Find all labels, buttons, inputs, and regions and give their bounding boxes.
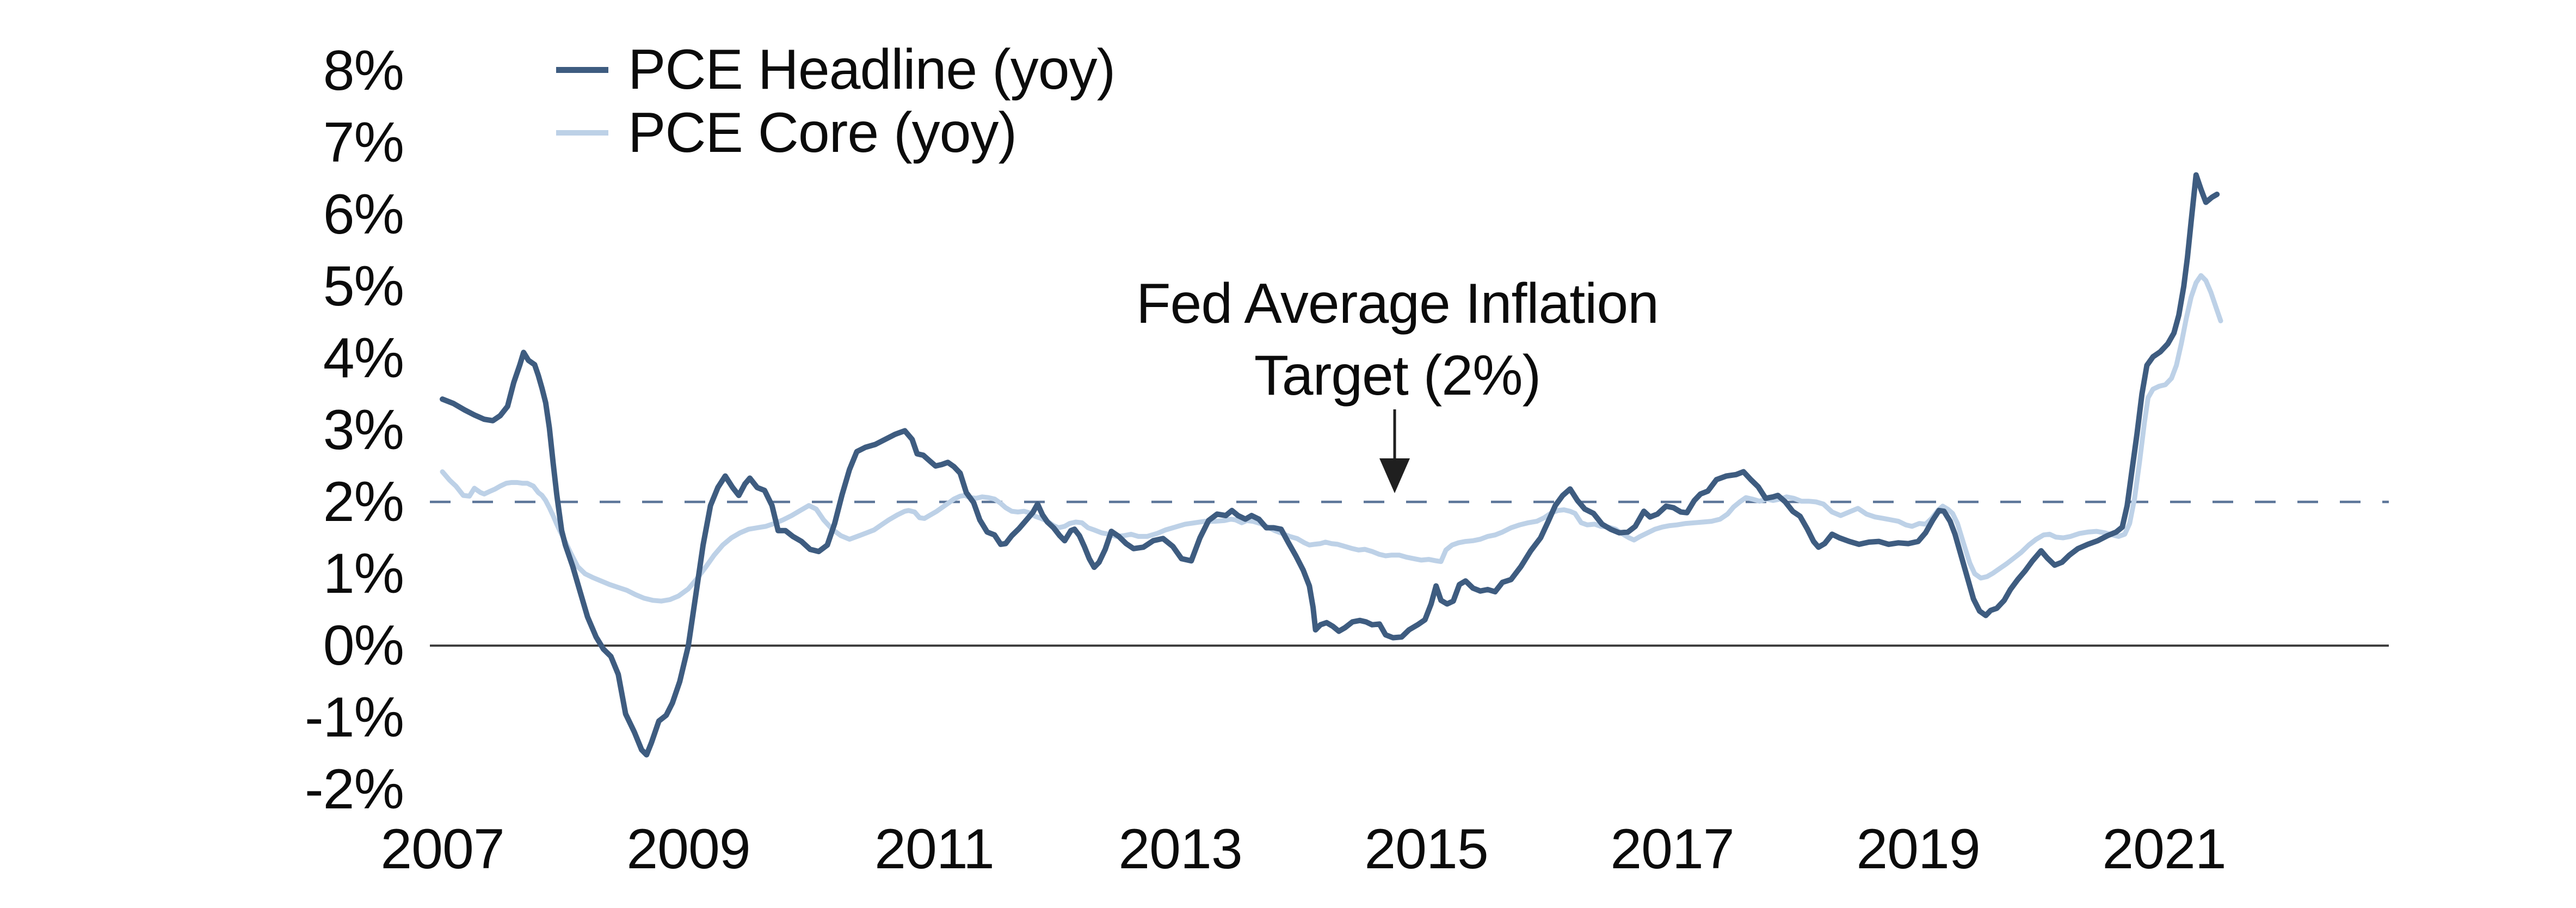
- legend-label-headline: PCE Headline (yoy): [628, 38, 1116, 101]
- y-tick-label: 3%: [323, 398, 404, 462]
- annotation-arrow: [1379, 409, 1410, 493]
- legend: PCE Headline (yoy) PCE Core (yoy): [556, 38, 1116, 164]
- y-tick-label: 4%: [323, 327, 404, 390]
- legend-item-core: PCE Core (yoy): [556, 101, 1115, 164]
- x-tick-label: 2015: [1364, 818, 1488, 881]
- headline-line-swatch-icon: [556, 66, 608, 73]
- x-tick-label: 2017: [1610, 818, 1734, 881]
- fed-target-annotation: Fed Average Inflation Target (2%): [962, 268, 1833, 412]
- legend-item-headline: PCE Headline (yoy): [556, 38, 1116, 101]
- annotation-line-1: Fed Average Inflation: [1136, 272, 1659, 335]
- headline-line: [440, 172, 2220, 758]
- y-tick-label: -1%: [305, 686, 404, 749]
- annotation-line-2: Target (2%): [1254, 344, 1542, 407]
- y-tick-label: 2%: [323, 470, 404, 533]
- y-tick-label: 1%: [323, 542, 404, 605]
- x-tick-label: 2009: [626, 818, 750, 881]
- core-line-swatch-icon: [556, 130, 608, 136]
- legend-label-core: PCE Core (yoy): [628, 101, 1017, 164]
- core-line: [440, 273, 2223, 604]
- y-tick-label: 8%: [323, 39, 404, 102]
- x-tick-label: 2013: [1118, 818, 1242, 881]
- y-tick-label: 5%: [323, 255, 404, 318]
- x-tick-label: 2011: [874, 818, 995, 881]
- x-tick-label: 2019: [1856, 818, 1980, 881]
- x-tick-label: 2021: [2102, 818, 2226, 881]
- y-tick-label: 7%: [323, 111, 404, 174]
- y-tick-label: 0%: [323, 614, 404, 677]
- y-tick-label: -2%: [305, 758, 404, 821]
- x-tick-label: 2007: [380, 818, 504, 881]
- y-axis-labels: 8% 7% 6% 5% 4% 3% 2% 1% 0% -1% -2%: [0, 0, 407, 908]
- y-tick-label: 6%: [323, 183, 404, 246]
